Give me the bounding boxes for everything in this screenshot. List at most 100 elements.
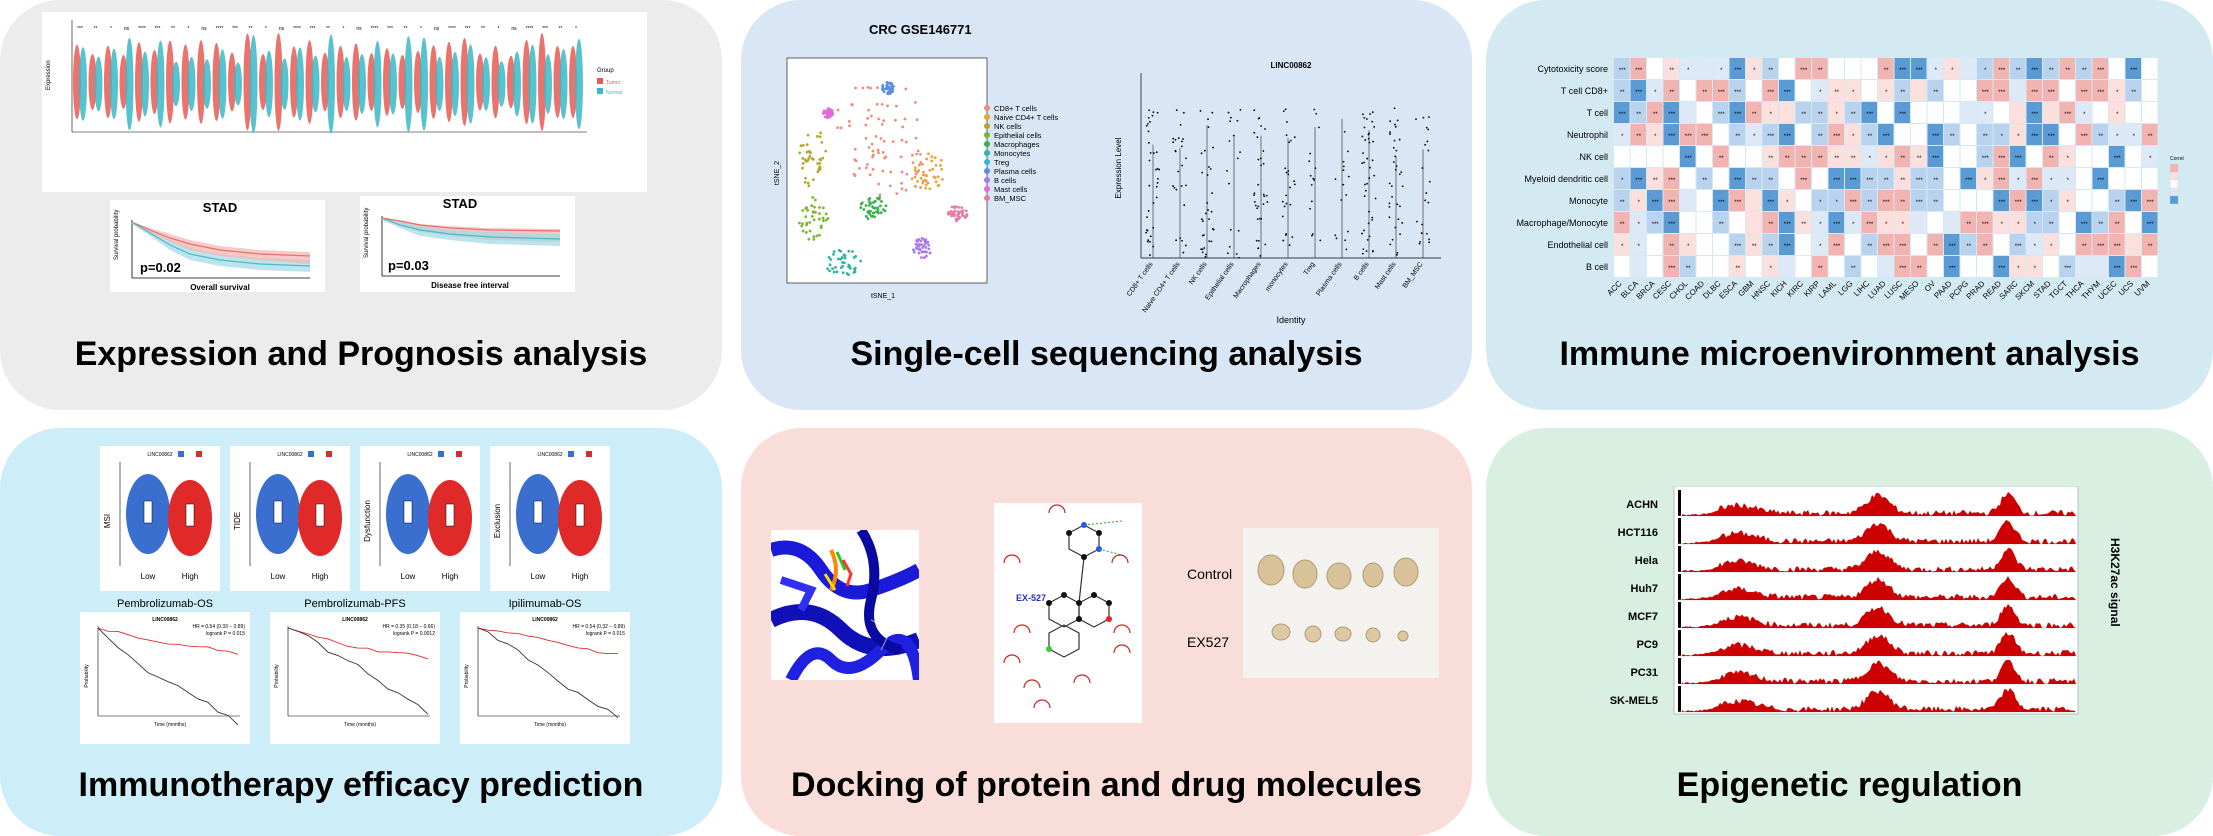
heatmap-star: *** <box>2114 156 2122 162</box>
violin-normal <box>280 58 289 110</box>
heatmap-star: ** <box>1669 90 1674 96</box>
sc-point <box>1184 244 1187 247</box>
tsne-point <box>911 161 915 165</box>
sc-point <box>1347 230 1349 233</box>
sc-point <box>1266 201 1269 203</box>
heatmap-star: * <box>1951 68 1954 74</box>
tsne-point <box>904 140 908 144</box>
sc-point <box>1396 119 1399 122</box>
heatmap-cell <box>1729 102 1745 123</box>
heatmap-cell <box>2092 256 2108 277</box>
tsne-point <box>926 181 930 185</box>
heatmap-row-label: NK cell <box>1579 152 1608 162</box>
sig-stars: *** <box>232 26 238 32</box>
tsne-point <box>835 270 839 274</box>
sc-point <box>1309 207 1311 210</box>
tsne-point <box>931 167 935 171</box>
sc-point <box>1204 212 1207 215</box>
sc-point <box>1371 120 1374 123</box>
sc-point <box>1229 116 1232 119</box>
tsne-point <box>961 212 964 216</box>
tsne-point <box>821 206 825 210</box>
tsne-point <box>887 85 891 89</box>
tsne-point <box>826 217 830 220</box>
heatmap-cell <box>1960 168 1976 189</box>
tsne-point <box>806 181 810 185</box>
it-km-stats: logrank P = 0.015 <box>206 631 245 637</box>
sc-point <box>1181 140 1183 143</box>
heatmap-star: * <box>2116 90 2119 96</box>
heatmap-cell <box>2109 256 2125 277</box>
sc-point <box>1394 155 1397 158</box>
tsne-point <box>801 229 805 233</box>
it-km-ylabel: Probability <box>274 664 280 688</box>
heatmap-star: *** <box>1998 90 2006 96</box>
heatmap-star: *** <box>1998 266 2006 272</box>
heatmap-cell <box>2010 80 2026 101</box>
sc-point <box>1289 139 1292 142</box>
heatmap-cell <box>1960 146 1976 167</box>
km2-title: STAD <box>443 196 477 211</box>
heatmap-cell <box>2010 124 2026 145</box>
heatmap-cell <box>1977 102 1993 123</box>
sc-point <box>1147 141 1150 144</box>
sc-point <box>1311 234 1313 237</box>
sc-point <box>1226 252 1229 255</box>
track-label: PC31 <box>1630 667 1658 679</box>
heatmap-cell <box>1927 168 1943 189</box>
heatmap-star: *** <box>1784 90 1792 96</box>
sc-point <box>1293 136 1296 139</box>
tsne-legend-dot <box>984 114 990 120</box>
sc-point <box>1182 138 1184 140</box>
heatmap-star: ** <box>1933 200 1938 206</box>
it-legend-low <box>308 451 314 457</box>
violin-normal <box>528 44 537 124</box>
heatmap-cell <box>2109 80 2125 101</box>
sc-point <box>1293 183 1296 186</box>
violin-tumor <box>321 52 329 112</box>
sc-point <box>1203 149 1206 152</box>
tsne-point <box>801 209 805 212</box>
tsne-point <box>867 211 870 215</box>
heatmap-cell <box>2076 146 2092 167</box>
panel-singlecell: CRC GSE146771 tSNE_1 tSNE_2 CD8+ T cells N… <box>741 0 1472 410</box>
heatmap-star: *** <box>1767 134 1775 140</box>
heatmap-cell <box>1894 212 1910 233</box>
violin-normal <box>110 48 118 120</box>
tsne-point <box>940 177 944 181</box>
heatmap-star: *** <box>1998 178 2006 184</box>
heatmap-cell <box>2092 234 2108 255</box>
violin-tumor <box>119 55 128 109</box>
heatmap-star: ** <box>1818 68 1823 74</box>
heatmap-star: ** <box>1735 134 1740 140</box>
heatmap-cell <box>1911 234 1927 255</box>
heatmap-star: * <box>1753 134 1756 140</box>
tsne-point <box>853 267 857 271</box>
heatmap-legend-swatch <box>2169 163 2179 173</box>
sig-stars: ns <box>279 26 285 32</box>
heatmap-cell <box>1795 124 1811 145</box>
sc-point <box>1260 125 1263 127</box>
heatmap-cell <box>1861 190 1877 211</box>
tsne-point <box>903 117 907 121</box>
tsne-point <box>879 211 883 215</box>
heatmap-cell <box>2125 256 2141 277</box>
track-scalebar <box>1678 546 1681 572</box>
heatmap-cell <box>1762 256 1778 277</box>
heatmap-cell <box>2142 102 2158 123</box>
tsne-point <box>886 91 890 95</box>
heatmap-cell <box>1630 212 1646 233</box>
tsne-point <box>799 144 803 148</box>
tsne-point <box>866 86 870 89</box>
violin-tumor <box>522 39 531 125</box>
heatmap-cell <box>1927 212 1943 233</box>
heatmap-cell <box>1663 234 1679 255</box>
heatmap-star: * <box>2149 156 2152 162</box>
heatmap-star: *** <box>1982 222 1990 228</box>
heatmap-col-label: SKCM <box>2013 279 2036 302</box>
sig-stars: ns <box>201 26 207 32</box>
heatmap-cell <box>1779 80 1795 101</box>
tsne-legend-dot <box>984 141 990 147</box>
heatmap-cell <box>1663 80 1679 101</box>
heatmap-star: ** <box>1851 112 1856 118</box>
